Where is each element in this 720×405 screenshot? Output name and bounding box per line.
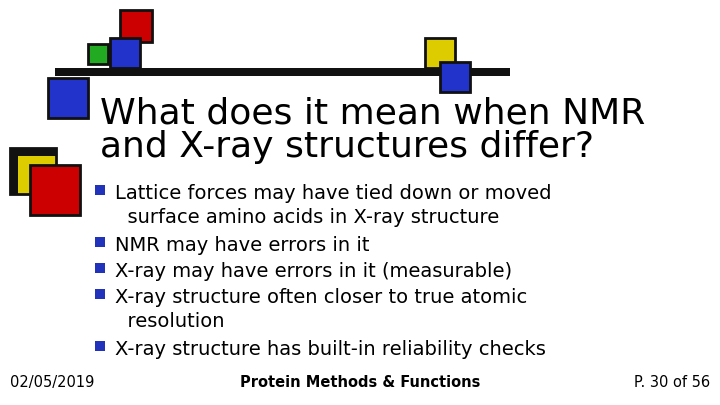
- Text: NMR may have errors in it: NMR may have errors in it: [115, 236, 369, 255]
- Bar: [55, 68, 510, 76]
- Bar: [48, 78, 88, 118]
- Bar: [120, 10, 152, 42]
- Bar: [440, 62, 470, 92]
- Bar: [10, 148, 18, 194]
- Text: X-ray may have errors in it (measurable): X-ray may have errors in it (measurable): [115, 262, 512, 281]
- Bar: [425, 38, 455, 68]
- Bar: [110, 38, 140, 68]
- Bar: [95, 263, 105, 273]
- Text: Protein Methods & Functions: Protein Methods & Functions: [240, 375, 480, 390]
- Bar: [10, 148, 56, 156]
- Bar: [30, 165, 80, 215]
- Text: P. 30 of 56: P. 30 of 56: [634, 375, 710, 390]
- Bar: [95, 185, 105, 195]
- Bar: [88, 44, 108, 64]
- Text: X-ray structure often closer to true atomic
  resolution: X-ray structure often closer to true ato…: [115, 288, 527, 331]
- Text: X-ray structure has built-in reliability checks: X-ray structure has built-in reliability…: [115, 340, 546, 359]
- Text: and X-ray structures differ?: and X-ray structures differ?: [100, 130, 594, 164]
- Text: 02/05/2019: 02/05/2019: [10, 375, 94, 390]
- Text: Lattice forces may have tied down or moved
  surface amino acids in X-ray struct: Lattice forces may have tied down or mov…: [115, 184, 552, 227]
- Bar: [95, 341, 105, 351]
- Text: What does it mean when NMR: What does it mean when NMR: [100, 97, 645, 131]
- Bar: [95, 237, 105, 247]
- Bar: [10, 148, 56, 194]
- Bar: [95, 289, 105, 299]
